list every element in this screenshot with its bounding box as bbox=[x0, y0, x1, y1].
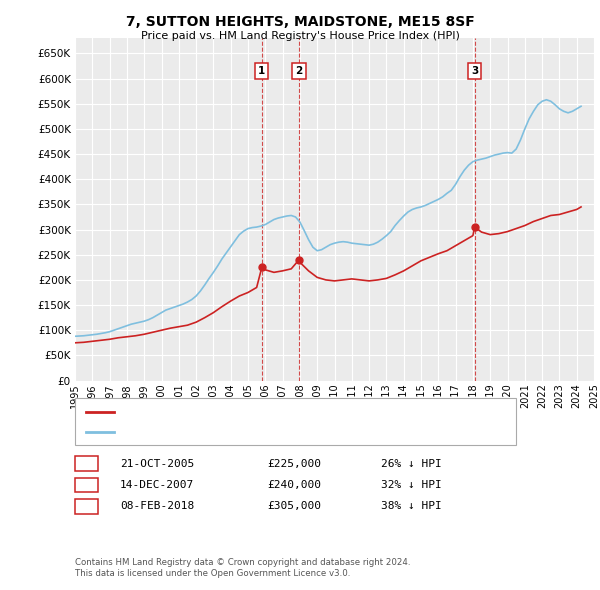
Text: 7, SUTTON HEIGHTS, MAIDSTONE, ME15 8SF (detached house): 7, SUTTON HEIGHTS, MAIDSTONE, ME15 8SF (… bbox=[121, 408, 448, 417]
Text: 1: 1 bbox=[258, 66, 265, 76]
Text: 7, SUTTON HEIGHTS, MAIDSTONE, ME15 8SF: 7, SUTTON HEIGHTS, MAIDSTONE, ME15 8SF bbox=[125, 15, 475, 29]
Text: 3: 3 bbox=[83, 502, 90, 511]
Text: 32% ↓ HPI: 32% ↓ HPI bbox=[381, 480, 442, 490]
Text: 38% ↓ HPI: 38% ↓ HPI bbox=[381, 502, 442, 511]
Text: HPI: Average price, detached house, Maidstone: HPI: Average price, detached house, Maid… bbox=[121, 427, 368, 437]
Text: 26% ↓ HPI: 26% ↓ HPI bbox=[381, 459, 442, 468]
Text: 14-DEC-2007: 14-DEC-2007 bbox=[120, 480, 194, 490]
Text: 2: 2 bbox=[295, 66, 302, 76]
Text: 21-OCT-2005: 21-OCT-2005 bbox=[120, 459, 194, 468]
Text: 3: 3 bbox=[471, 66, 478, 76]
Text: Contains HM Land Registry data © Crown copyright and database right 2024.
This d: Contains HM Land Registry data © Crown c… bbox=[75, 558, 410, 578]
Text: £225,000: £225,000 bbox=[267, 459, 321, 468]
Text: Price paid vs. HM Land Registry's House Price Index (HPI): Price paid vs. HM Land Registry's House … bbox=[140, 31, 460, 41]
Text: 2: 2 bbox=[83, 480, 90, 490]
Text: £305,000: £305,000 bbox=[267, 502, 321, 511]
Text: 08-FEB-2018: 08-FEB-2018 bbox=[120, 502, 194, 511]
Text: £240,000: £240,000 bbox=[267, 480, 321, 490]
Text: 1: 1 bbox=[83, 459, 90, 468]
